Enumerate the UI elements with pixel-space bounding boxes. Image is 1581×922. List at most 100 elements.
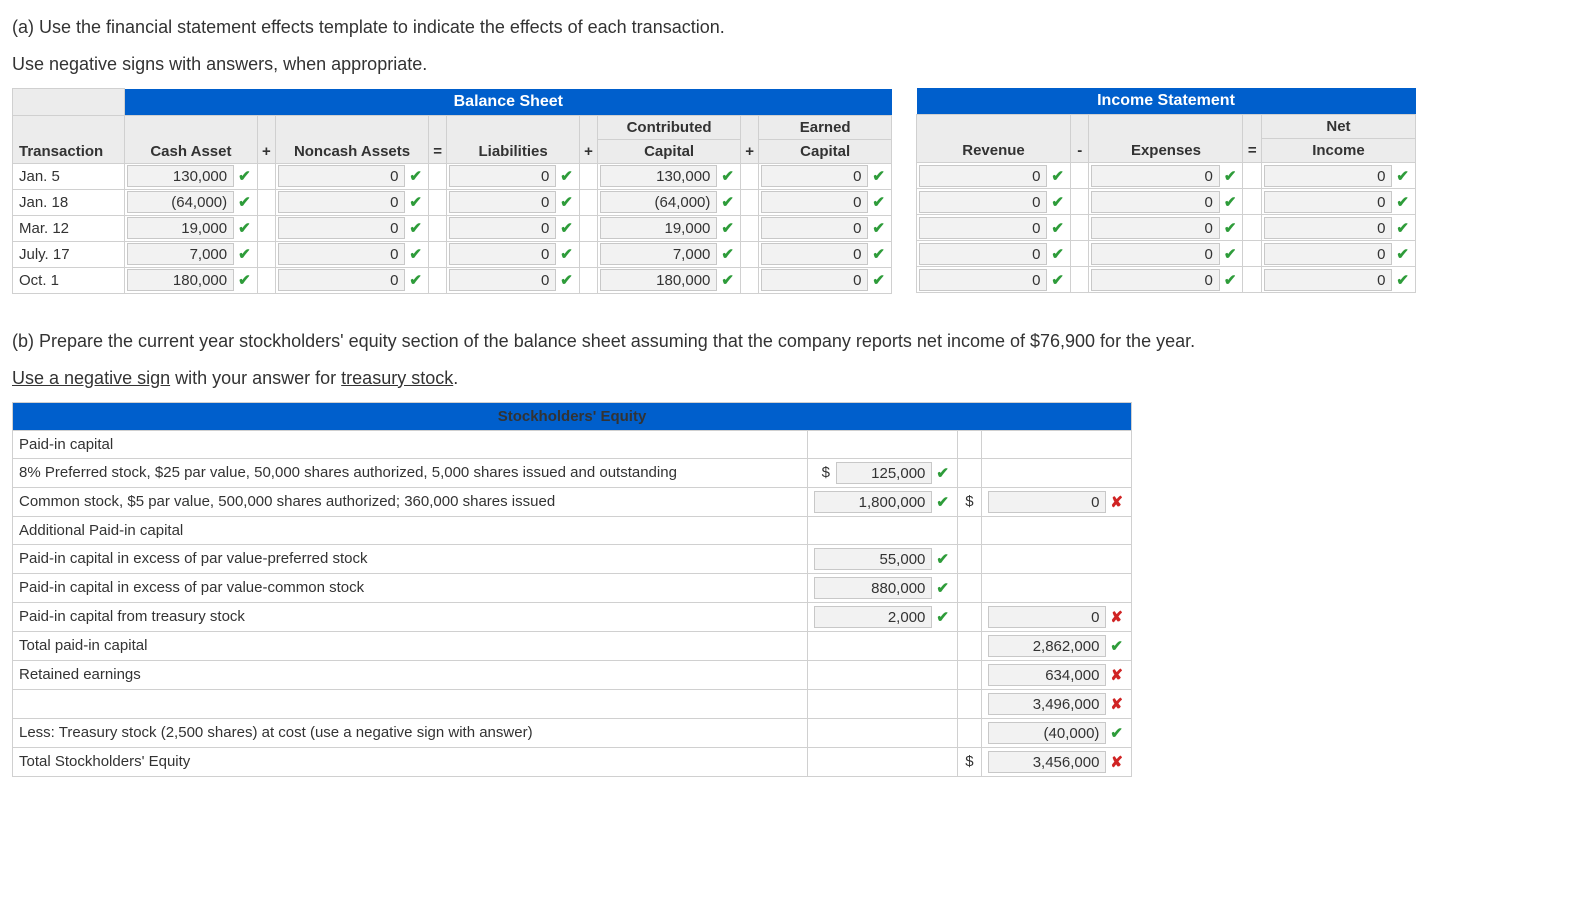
- check-icon: ✔: [1224, 271, 1239, 289]
- value-cell: 0✔: [1089, 267, 1243, 293]
- value-input[interactable]: 0: [449, 217, 556, 239]
- se-piccommon-input[interactable]: 880,000: [814, 577, 932, 599]
- check-icon: ✔: [409, 245, 424, 263]
- op-minus: -: [1071, 115, 1089, 163]
- value-input[interactable]: 7,000: [600, 243, 717, 265]
- value-cell: 0✔: [1089, 241, 1243, 267]
- stockholders-equity-table: Stockholders' Equity Paid-in capital 8% …: [12, 402, 1132, 777]
- value-input[interactable]: 180,000: [600, 269, 717, 291]
- value-input[interactable]: 0: [1091, 217, 1219, 239]
- value-input[interactable]: 0: [278, 191, 405, 213]
- check-icon: ✔: [1224, 193, 1239, 211]
- value-input[interactable]: 0: [919, 217, 1047, 239]
- dollar-sign: $: [814, 464, 832, 481]
- value-input[interactable]: 130,000: [127, 165, 234, 187]
- value-input[interactable]: 0: [1264, 217, 1392, 239]
- se-picts-input[interactable]: 2,000: [814, 606, 932, 628]
- check-icon: ✔: [721, 245, 736, 263]
- value-input[interactable]: 0: [278, 243, 405, 265]
- value-input[interactable]: 0: [1264, 165, 1392, 187]
- col-cash-asset: Cash Asset: [125, 115, 258, 163]
- value-cell: 0✔: [276, 163, 429, 189]
- se-pref-label: 8% Preferred stock, $25 par value, 50,00…: [13, 458, 808, 487]
- value-input[interactable]: 0: [761, 191, 868, 213]
- col-liabilities: Liabilities: [447, 115, 580, 163]
- se-lessts-input[interactable]: (40,000): [988, 722, 1106, 744]
- tables-row: Balance Sheet Transaction Cash Asset + N…: [12, 88, 1569, 294]
- value-input[interactable]: 0: [1264, 269, 1392, 291]
- se-totalse-input[interactable]: 3,456,000: [988, 751, 1106, 773]
- value-cell: 0✔: [276, 241, 429, 267]
- value-cell: 0✔: [759, 189, 892, 215]
- instruction-a-1: (a) Use the financial statement effects …: [12, 14, 1569, 41]
- check-icon: ✔: [238, 167, 253, 185]
- check-icon: ✔: [560, 193, 575, 211]
- se-re-input[interactable]: 634,000: [988, 664, 1106, 686]
- value-input[interactable]: (64,000): [600, 191, 717, 213]
- value-cell: 7,000✔: [598, 241, 741, 267]
- se-totalpic-input[interactable]: 2,862,000: [988, 635, 1106, 657]
- value-cell: 0✔: [447, 189, 580, 215]
- check-icon: ✔: [1051, 219, 1066, 237]
- cross-icon: ✘: [1110, 753, 1125, 771]
- value-input[interactable]: 7,000: [127, 243, 234, 265]
- value-input[interactable]: 19,000: [127, 217, 234, 239]
- table-row: Mar. 1219,000✔0✔0✔19,000✔0✔: [13, 215, 892, 241]
- value-input[interactable]: 0: [919, 269, 1047, 291]
- dollar-sign: $: [957, 487, 981, 516]
- col-revenue: Revenue: [917, 115, 1071, 163]
- value-input[interactable]: 0: [1091, 191, 1219, 213]
- value-input[interactable]: 0: [761, 269, 868, 291]
- check-icon: ✔: [872, 271, 887, 289]
- value-input[interactable]: 0: [278, 217, 405, 239]
- value-cell: 0✔: [917, 267, 1071, 293]
- value-input[interactable]: 0: [919, 191, 1047, 213]
- value-cell: 0✔: [447, 267, 580, 293]
- value-input[interactable]: 0: [449, 191, 556, 213]
- value-input[interactable]: 19,000: [600, 217, 717, 239]
- se-subtotal-input[interactable]: 3,496,000: [988, 693, 1106, 715]
- value-input[interactable]: 180,000: [127, 269, 234, 291]
- value-input[interactable]: 0: [1091, 165, 1219, 187]
- value-input[interactable]: 0: [449, 165, 556, 187]
- value-cell: 0✔: [447, 163, 580, 189]
- value-cell: 0✔: [759, 267, 892, 293]
- table-row: 0✔0✔0✔: [917, 241, 1416, 267]
- table-row: July. 177,000✔0✔0✔7,000✔0✔: [13, 241, 892, 267]
- value-input[interactable]: 0: [761, 165, 868, 187]
- check-icon: ✔: [1396, 245, 1411, 263]
- value-cell: 0✔: [917, 189, 1071, 215]
- value-input[interactable]: 0: [761, 243, 868, 265]
- value-cell: 0✔: [276, 215, 429, 241]
- income-statement-block: Income Statement Revenue - Expenses = Ne…: [916, 88, 1416, 293]
- cross-icon: ✘: [1110, 493, 1125, 511]
- value-input[interactable]: 0: [278, 165, 405, 187]
- check-icon: ✔: [872, 193, 887, 211]
- value-cell: 0✔: [1261, 267, 1415, 293]
- value-input[interactable]: 130,000: [600, 165, 717, 187]
- se-totalpic-label: Total paid-in capital: [13, 631, 808, 660]
- value-input[interactable]: 0: [449, 243, 556, 265]
- check-icon: ✔: [936, 464, 951, 482]
- se-common-total-input[interactable]: 0: [988, 491, 1106, 513]
- value-input[interactable]: 0: [919, 165, 1047, 187]
- value-input[interactable]: 0: [1264, 243, 1392, 265]
- se-pref-input[interactable]: 125,000: [836, 462, 932, 484]
- se-picts-total-input[interactable]: 0: [988, 606, 1106, 628]
- value-input[interactable]: 0: [1091, 243, 1219, 265]
- value-input[interactable]: 0: [761, 217, 868, 239]
- instruction-b-mid: with your answer for: [170, 368, 341, 388]
- check-icon: ✔: [721, 193, 736, 211]
- table-row: Jan. 5130,000✔0✔0✔130,000✔0✔: [13, 163, 892, 189]
- value-input[interactable]: (64,000): [127, 191, 234, 213]
- value-input[interactable]: 0: [278, 269, 405, 291]
- value-input[interactable]: 0: [1264, 191, 1392, 213]
- value-input[interactable]: 0: [1091, 269, 1219, 291]
- check-icon: ✔: [238, 193, 253, 211]
- value-cell: 0✔: [1089, 215, 1243, 241]
- value-input[interactable]: 0: [449, 269, 556, 291]
- se-common-input[interactable]: 1,800,000: [814, 491, 932, 513]
- instruction-b-under1: Use a negative sign: [12, 368, 170, 388]
- se-picpref-input[interactable]: 55,000: [814, 548, 932, 570]
- value-input[interactable]: 0: [919, 243, 1047, 265]
